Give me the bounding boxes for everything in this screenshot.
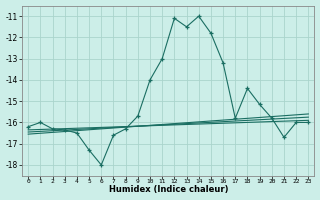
X-axis label: Humidex (Indice chaleur): Humidex (Indice chaleur) [108, 185, 228, 194]
